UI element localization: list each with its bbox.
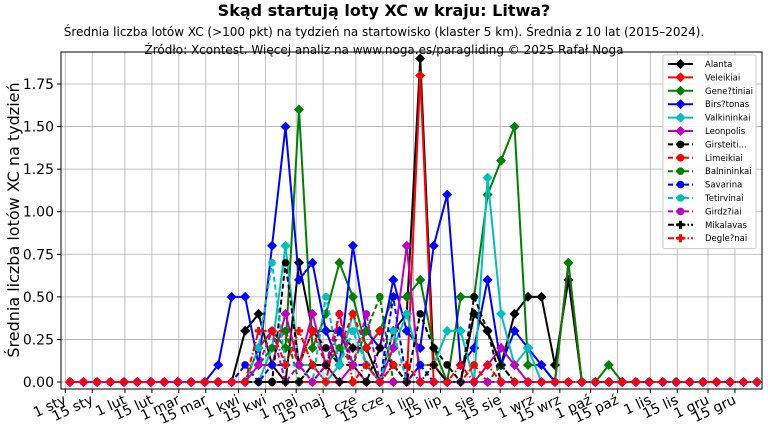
y-tick-label: 0.50 [23, 290, 54, 306]
legend-label: Veleikiai [705, 73, 740, 83]
legend-label: Girdz?iai [705, 207, 742, 217]
legend-label: Girsteiti... [705, 140, 747, 150]
legend-item: Balnininkai [668, 167, 752, 177]
y-tick-label: 1.50 [23, 120, 54, 136]
legend-item: Valkininkai [668, 112, 751, 124]
y-tick-label: 0.25 [23, 332, 54, 348]
y-tick-label: 1.75 [23, 77, 54, 93]
chart-title: Skąd startują loty XC w kraju: Litwa? [217, 1, 551, 20]
legend-label: Birs?tonas [705, 100, 750, 110]
legend: Alanta Veleikiai Gene?tiniai Birs?tonas Valk… [662, 54, 757, 250]
legend-item: Gene?tiniai [668, 85, 753, 97]
series-13 [66, 309, 761, 386]
y-axis-label: Średnia liczba lotów XC na tydzień [4, 82, 23, 357]
legend-label: Savarina [705, 181, 742, 191]
legend-label: Alanta [705, 60, 732, 70]
chart-source: Źródło: Xcontest. Więcej analiz na www.n… [144, 43, 624, 57]
legend-label: Mikalavas [705, 221, 747, 231]
legend-label: Leonpolis [705, 127, 746, 137]
y-tick-label: 1.00 [23, 205, 54, 221]
legend-item: Tetirvinai [668, 194, 744, 204]
y-axis: 0.00 0.25 0.50 0.75 1.00 1.25 1.50 1.75 [23, 77, 61, 391]
legend-item: Birs?tonas [668, 99, 750, 110]
legend-label: Valkininkai [705, 114, 751, 124]
legend-item: Mikalavas [668, 220, 747, 231]
legend-item: Girsteiti... [668, 140, 747, 150]
chart-subtitle: Średnia liczba lotów XC (>100 pkt) na ty… [63, 25, 705, 39]
legend-item: Savarina [668, 181, 742, 191]
legend-item: Leonpolis [668, 126, 746, 137]
legend-label: Tetirvinai [704, 194, 744, 204]
legend-item: Degle?nai [668, 234, 747, 244]
y-tick-label: 0.75 [23, 247, 54, 263]
legend-item: Veleikiai [668, 72, 740, 83]
legend-label: Limeikiai [705, 154, 743, 164]
plot-frame [60, 51, 763, 390]
legend-item: Alanta [668, 59, 732, 70]
y-tick-label: 1.25 [23, 162, 54, 178]
legend-item: Limeikiai [668, 154, 743, 164]
legend-label: Gene?tiniai [705, 87, 753, 97]
legend-label: Balnininkai [705, 167, 752, 177]
legend-label: Degle?nai [705, 234, 747, 244]
y-tick-label: 0.00 [23, 375, 54, 391]
legend-item: Girdz?iai [668, 207, 742, 217]
chart-series [65, 53, 762, 387]
